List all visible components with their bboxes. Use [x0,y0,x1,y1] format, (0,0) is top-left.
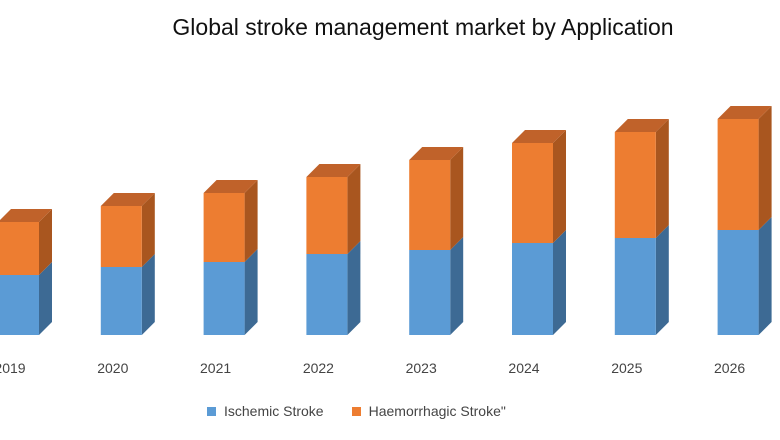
bar-2019-ischemic [0,275,39,335]
bar-2020-ischemic [100,267,142,335]
legend-label-ischemic: Ischemic Stroke [224,403,324,419]
bar-2023-ischemic [409,250,451,335]
bar-2024-ischemic [512,243,553,335]
bar-2020-ischemic-side [141,254,155,335]
bar-2019-ischemic-side [39,262,52,335]
x-tick-label: 2021 [200,360,231,376]
bar-2024-ischemic-side [553,230,566,335]
legend-swatch-ischemic [207,406,216,416]
bar-2026-haemorrhagic-side [758,106,772,230]
bar-2021-ischemic-side [244,249,258,335]
bar-2021-ischemic [203,262,245,335]
bar-2022-haemorrhagic-top [306,164,361,177]
bar-2022-ischemic-side [347,241,361,335]
x-tick-label: 2023 [406,360,437,376]
bar-2019-haemorrhagic-side [39,209,52,275]
legend: Ischemic Stroke Haemorrhagic Stroke" [207,403,534,419]
x-tick-label: 2025 [611,360,642,376]
bar-2026-ischemic-side [758,217,772,335]
bar-2026-haemorrhagic-top [717,106,772,119]
x-tick-label: 2024 [508,360,539,376]
bar-2020-haemorrhagic-top [100,193,155,206]
bar-2025-ischemic-side [655,225,669,335]
bar-2025-haemorrhagic-top [614,119,669,132]
bar-2023-ischemic-side [450,237,464,335]
bar-2025-haemorrhagic-side [655,119,669,238]
bar-2025-haemorrhagic [614,132,656,238]
legend-item-haemorrhagic: Haemorrhagic Stroke" [351,403,506,419]
bar-2022-ischemic [306,254,348,335]
x-tick-label: 2020 [97,360,128,376]
bar-2026-ischemic [717,230,759,335]
bar-2025-ischemic [614,238,656,335]
x-tick-label: 2026 [714,360,745,376]
chart-title: Global stroke management market by Appli… [172,14,674,40]
bar-2022-haemorrhagic-side [347,164,361,254]
bar-2023-haemorrhagic [409,160,451,250]
bar-2019-haemorrhagic [0,222,39,275]
bar-2022-haemorrhagic [306,177,348,254]
bar-2024-haemorrhagic-top [512,130,566,143]
legend-swatch-haemorrhagic [351,406,361,416]
bar-2020-haemorrhagic [100,206,142,267]
bar-2019-haemorrhagic-top [0,209,52,222]
bar-2023-haemorrhagic-side [450,147,464,250]
bar-2023-haemorrhagic-top [409,147,464,160]
legend-item-ischemic: Ischemic Stroke [207,403,324,419]
x-tick-label: 2019 [0,360,26,376]
x-tick-label: 2022 [303,360,334,376]
bar-2024-haemorrhagic-side [553,130,566,243]
bar-2021-haemorrhagic-side [244,180,258,262]
bar-2021-haemorrhagic [203,193,245,262]
bar-2020-haemorrhagic-side [141,193,155,267]
legend-label-haemorrhagic: Haemorrhagic Stroke" [368,403,506,419]
bar-2021-haemorrhagic-top [203,180,258,193]
bar-2024-haemorrhagic [512,143,553,243]
bar-2026-haemorrhagic [717,119,759,230]
